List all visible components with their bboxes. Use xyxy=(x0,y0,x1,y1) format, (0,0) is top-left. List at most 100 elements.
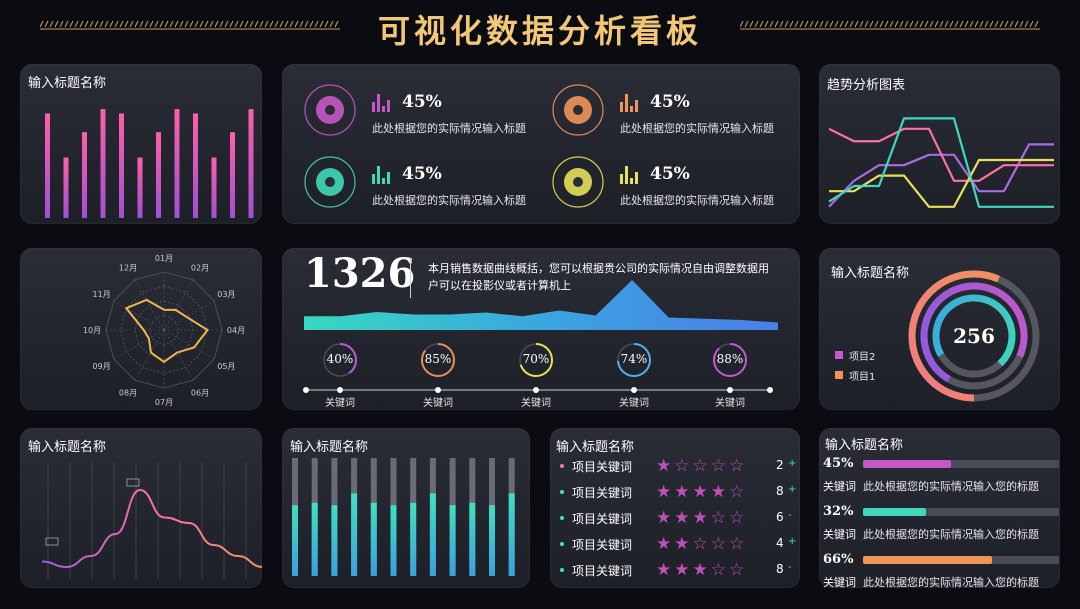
bar-chart xyxy=(45,109,254,218)
bar xyxy=(429,493,436,576)
star-empty-icon: ☆ xyxy=(710,508,729,528)
ring-keyword: 关键词 xyxy=(619,398,649,409)
bar xyxy=(137,157,143,218)
trend-chart xyxy=(828,117,1054,208)
kpi-text: 此处根据您的实际情况输入标题 xyxy=(372,194,526,207)
kpi-percent: 45% xyxy=(650,164,690,184)
progress-fill xyxy=(863,460,952,468)
progress-fill xyxy=(863,556,993,564)
rating-count: 6 xyxy=(776,510,784,524)
bar xyxy=(174,109,180,218)
bar xyxy=(82,132,87,218)
brain-icon xyxy=(552,84,604,136)
panel-title: 输入标题名称 xyxy=(28,76,107,91)
header-deco-right xyxy=(740,20,1040,30)
star-empty-icon: ☆ xyxy=(674,456,693,476)
star-filled-icon: ★ xyxy=(674,534,693,554)
ring-keyword: 关键词 xyxy=(423,398,453,409)
star-rating: ★★★☆☆ xyxy=(656,508,747,528)
progress-keyword: 关键词 xyxy=(823,480,856,493)
bar xyxy=(508,493,515,576)
coins-icon xyxy=(304,156,356,208)
ring-percent: 40% xyxy=(326,352,354,366)
star-filled-icon: ★ xyxy=(674,482,693,502)
rating-label: 项目关键词 xyxy=(572,486,633,500)
progress-fill xyxy=(863,508,926,516)
radar-series xyxy=(124,298,209,364)
star-filled-icon: ★ xyxy=(674,508,693,528)
star-filled-icon: ★ xyxy=(692,508,711,528)
rating-label: 项目关键词 xyxy=(572,460,633,474)
star-empty-icon: ☆ xyxy=(729,482,748,502)
radar-label: 09月 xyxy=(93,362,111,371)
bar xyxy=(351,493,358,576)
kpi-item: 45% 此处根据您的实际情况输入标题 xyxy=(550,154,790,214)
timeline-dot xyxy=(303,387,309,393)
ring-progress xyxy=(519,343,553,377)
radar-label: 06月 xyxy=(191,388,209,397)
kpi-item: 45% 此处根据您的实际情况输入标题 xyxy=(302,82,542,142)
rating-row: 项目关键词 ★☆☆☆☆ 2 + xyxy=(550,456,800,478)
wave-line xyxy=(41,488,262,569)
sales-panel: 1326 本月销售数据曲线概括，您可以根据贵公司的实际情况自由调整数据用户可以在… xyxy=(282,248,800,410)
ring-progress xyxy=(713,343,747,377)
header: 可视化数据分析看板 xyxy=(0,0,1080,56)
star-filled-icon: ★ xyxy=(656,482,675,502)
panel-title: 趋势分析图表 xyxy=(827,78,906,93)
kpi-percent: 45% xyxy=(650,92,690,112)
legend-label: 项目1 xyxy=(849,372,876,383)
bullet-dot xyxy=(560,516,564,520)
timeline-dot xyxy=(767,387,773,393)
trend-line xyxy=(828,127,1054,182)
bullet-dot xyxy=(560,568,564,572)
progress-row: 32% 关键词 此处根据您的实际情况输入您的标题 xyxy=(819,504,1059,552)
rating-label: 项目关键词 xyxy=(572,538,633,552)
bar xyxy=(100,109,106,218)
star-rating: ★★☆☆☆ xyxy=(656,534,747,554)
donut-rings xyxy=(908,270,1040,402)
bar-icon xyxy=(372,166,390,184)
panel-title: 输入标题名称 xyxy=(831,266,910,281)
progress-track xyxy=(863,556,1059,564)
ring-keyword: 关键词 xyxy=(715,398,745,409)
bar xyxy=(230,132,235,218)
progress-percent: 32% xyxy=(823,504,854,519)
timeline-dot xyxy=(533,387,539,393)
progress-row: 66% 关键词 此处根据您的实际情况输入您的标题 xyxy=(819,552,1059,600)
bar-chart-2 xyxy=(292,458,515,576)
sales-number: 1326 xyxy=(304,250,416,297)
kpi-percent: 45% xyxy=(402,164,442,184)
bullet-dot xyxy=(560,464,564,468)
star-empty-icon: ☆ xyxy=(692,534,711,554)
star-empty-icon: ☆ xyxy=(710,560,729,580)
radar-label: 07月 xyxy=(155,398,173,407)
ring-keyword: 关键词 xyxy=(521,398,551,409)
legend-swatch xyxy=(835,351,843,359)
timeline-dot xyxy=(631,387,637,393)
sales-area xyxy=(304,280,778,330)
bar-chart-2-panel: 输入标题名称 xyxy=(282,428,530,588)
rating-panel: 输入标题名称 项目关键词 ★☆☆☆☆ 2 + 项目关键词 ★★★★☆ 8 + 项目关键词 ★★★☆… xyxy=(550,428,800,588)
bar xyxy=(469,502,476,576)
bar xyxy=(63,157,69,218)
wave-marker xyxy=(126,478,140,487)
star-rating: ★☆☆☆☆ xyxy=(656,456,747,476)
kpi-text: 此处根据您的实际情况输入标题 xyxy=(620,122,774,135)
progress-track xyxy=(863,508,1059,516)
rating-count: 8 xyxy=(776,562,784,576)
rating-count: 8 xyxy=(776,484,784,498)
bar xyxy=(489,505,495,576)
star-filled-icon: ★ xyxy=(692,482,711,502)
bar xyxy=(248,109,254,218)
timeline-dot xyxy=(727,387,733,393)
ring-percent: 85% xyxy=(424,352,452,366)
sales-area-chart xyxy=(303,280,778,393)
bar xyxy=(119,113,124,218)
ring-progress xyxy=(421,343,455,377)
rating-label: 项目关键词 xyxy=(572,564,633,578)
star-empty-icon: ☆ xyxy=(729,534,748,554)
trend-sign: + xyxy=(788,458,797,469)
bar xyxy=(390,505,397,576)
progress-keyword: 关键词 xyxy=(823,528,856,541)
bar-chart-panel: 输入标题名称 xyxy=(20,64,262,224)
